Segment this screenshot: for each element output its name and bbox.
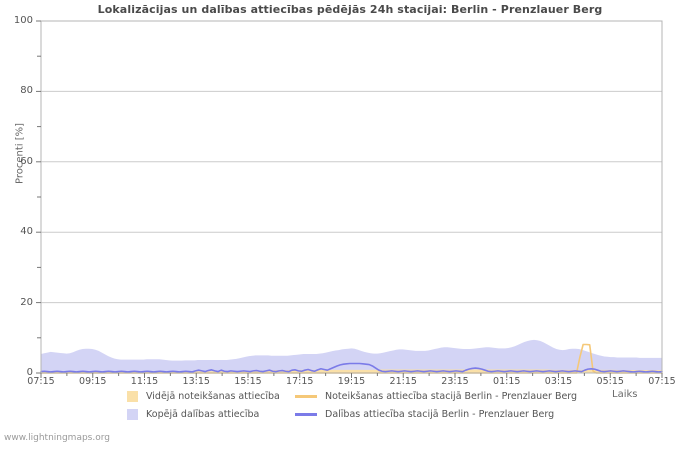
legend-item[interactable]: Kopējā dalības attiecība <box>127 409 259 420</box>
x-tick-label: 07:15 <box>648 376 676 387</box>
y-tick-label: 20 <box>20 296 33 308</box>
legend-label: Dalības attiecība stacijā Berlin - Prenz… <box>325 409 555 420</box>
x-axis-label: Laiks <box>612 389 638 400</box>
series-line-station-detection <box>40 343 663 374</box>
chart-title: Lokalizācijas un dalības attiecības pēdē… <box>97 3 603 16</box>
legend-label: Noteikšanas attiecība stacijā Berlin - P… <box>325 391 578 402</box>
x-tick-label: 15:15 <box>234 376 262 387</box>
x-tick-label: 09:15 <box>79 376 107 387</box>
y-tick-label: 100 <box>13 15 33 26</box>
legend-label: Vidējā noteikšanas attiecība <box>146 391 280 402</box>
plot-frame <box>40 20 663 374</box>
grid-lines <box>41 20 662 304</box>
y-tick-label: 60 <box>20 155 33 167</box>
x-tick-label: 05:15 <box>596 376 624 387</box>
y-axis-label: Procenti [%] <box>14 122 26 185</box>
x-tick-label: 01:15 <box>493 376 521 387</box>
y-tick-label: 80 <box>20 85 33 97</box>
x-tick-label: 17:15 <box>286 376 314 387</box>
legend-item[interactable]: Vidējā noteikšanas attiecība <box>127 391 280 402</box>
x-tick-label: 03:15 <box>544 376 573 387</box>
axis-frame <box>40 20 663 374</box>
x-tick-label: 13:15 <box>182 376 210 387</box>
x-tick-label: 07:15 <box>27 376 55 387</box>
legend-swatch-box-icon <box>127 409 138 420</box>
series-area-avg-detection <box>41 369 662 373</box>
x-tick-label: 21:15 <box>389 376 417 387</box>
watermark: www.lightningmaps.org <box>4 433 110 443</box>
legend-swatch-line-icon <box>295 395 317 398</box>
x-tick-label: 19:15 <box>337 376 366 387</box>
series-line-station-participation <box>40 362 663 373</box>
x-tick-label: 23:15 <box>441 376 469 387</box>
y-tick-label: 0 <box>26 367 33 378</box>
data-series-group <box>40 339 663 374</box>
legend-swatch-box-icon <box>127 391 138 402</box>
x-tick-label: 11:15 <box>130 376 159 387</box>
axis-ticks <box>36 20 663 378</box>
legend-label: Kopējā dalības attiecība <box>146 409 260 420</box>
legend-swatch-line-icon <box>295 413 317 416</box>
legend-item[interactable]: Dalības attiecība stacijā Berlin - Prenz… <box>295 409 554 420</box>
series-area-total-participation <box>41 339 662 373</box>
legend-item[interactable]: Noteikšanas attiecība stacijā Berlin - P… <box>295 391 577 402</box>
y-tick-label: 40 <box>20 226 33 238</box>
